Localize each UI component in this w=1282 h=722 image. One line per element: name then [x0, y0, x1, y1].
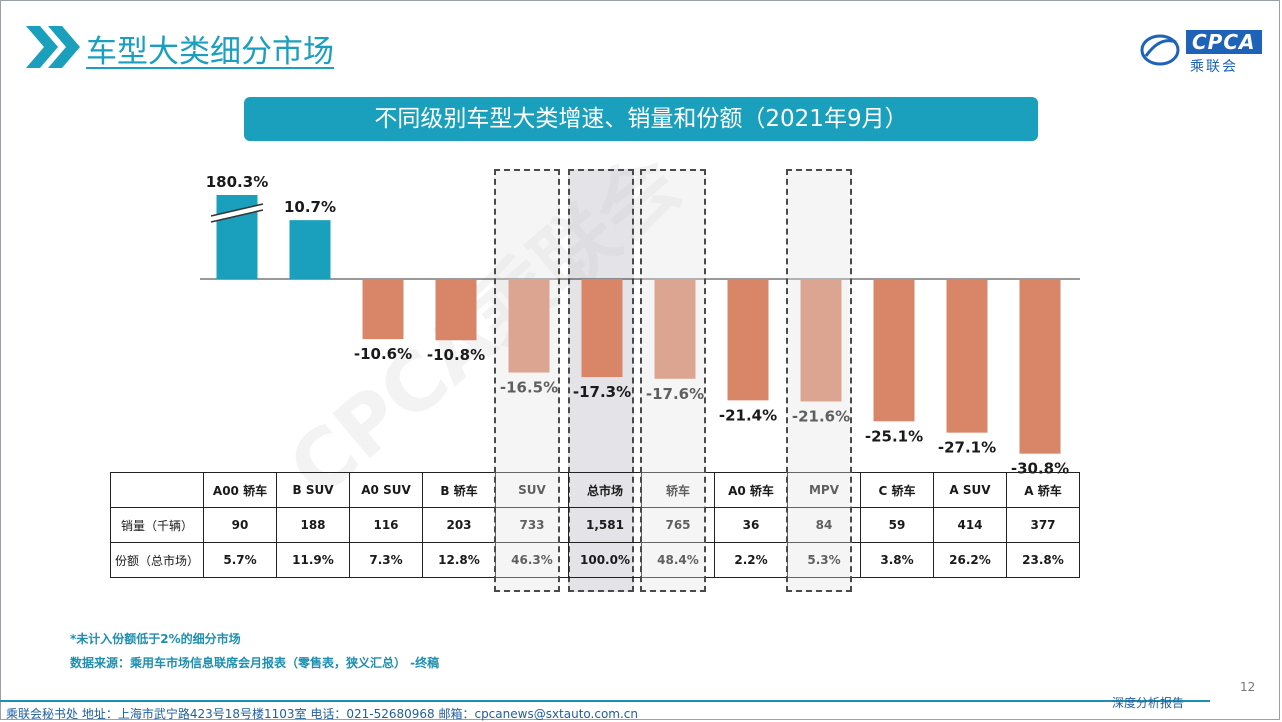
chevron-icon — [26, 26, 80, 68]
table-cell: 377 — [1006, 507, 1080, 543]
table-cell: 203 — [422, 507, 496, 543]
value-label-1: 10.7% — [284, 198, 336, 216]
table-cell: 59 — [860, 507, 934, 543]
value-label-9: -25.1% — [865, 427, 923, 445]
value-label-0: 180.3% — [206, 173, 268, 191]
table-row-sales: 销量（千辆） 90 188 116 203 733 1,581 765 36 84 59 414 377 — [110, 507, 1080, 543]
value-label-6: -17.6% — [646, 385, 704, 403]
logo-name: 乘联会 — [1190, 59, 1238, 75]
bar-8 — [800, 279, 842, 402]
table-cell: 84 — [787, 507, 861, 543]
value-label-7: -21.4% — [719, 406, 777, 424]
table-cell: 12.8% — [422, 542, 496, 578]
value-label-4: -16.5% — [500, 379, 558, 397]
bar-5 — [581, 279, 623, 378]
table-cell: 7.3% — [349, 542, 423, 578]
table-cell: 100.0% — [568, 542, 642, 578]
column-header-3: B 轿车 — [422, 472, 496, 508]
table-cell: 414 — [933, 507, 1007, 543]
logo-brand: CPCA — [1186, 30, 1262, 54]
table-cell: 5.7% — [203, 542, 277, 578]
column-header-1: B SUV — [276, 472, 350, 508]
table-corner-cell — [110, 472, 204, 508]
table-cell: 36 — [714, 507, 788, 543]
highlight-box-6 — [640, 169, 706, 592]
row-label-sales: 销量（千辆） — [110, 507, 204, 543]
highlight-box-4 — [494, 169, 560, 592]
column-header-7: A0 轿车 — [714, 472, 788, 508]
table-cell: 765 — [641, 507, 715, 543]
data-table: A00 轿车 B SUV A0 SUV B 轿车 SUV 总市场 轿车 A0 轿车 MPV C 轿… — [110, 472, 1080, 578]
column-header-5: 总市场 — [568, 472, 642, 508]
value-label-8: -21.6% — [792, 407, 850, 425]
value-label-2: -10.6% — [354, 345, 412, 363]
row-label-share: 份额（总市场） — [110, 542, 204, 578]
footer-divider — [0, 700, 1210, 702]
table-cell: 1,581 — [568, 507, 642, 543]
value-label-3: -10.8% — [427, 346, 485, 364]
table-cell: 5.3% — [787, 542, 861, 578]
table-cell: 26.2% — [933, 542, 1007, 578]
data-source: 数据来源：乘用车市场信息联席会月报表（零售表，狭义汇总） -终稿 — [70, 656, 440, 670]
column-header-11: A 轿车 — [1006, 472, 1080, 508]
table-cell: 90 — [203, 507, 277, 543]
table-cell: 188 — [276, 507, 350, 543]
value-label-5: -17.3% — [573, 383, 631, 401]
table-cell: 3.8% — [860, 542, 934, 578]
table-header-row: A00 轿车 B SUV A0 SUV B 轿车 SUV 总市场 轿车 A0 轿车 MPV C 轿… — [110, 472, 1080, 508]
bar-10 — [946, 279, 988, 433]
table-cell: 23.8% — [1006, 542, 1080, 578]
column-header-2: A0 SUV — [349, 472, 423, 508]
highlight-box-8 — [786, 169, 852, 592]
table-cell: 733 — [495, 507, 569, 543]
page-title: 车型大类细分市场 — [86, 34, 334, 70]
table-row-share: 份额（总市场） 5.7% 11.9% 7.3% 12.8% 46.3% 100.0% 48.4… — [110, 542, 1080, 578]
footnote: *未计入份额低于2%的细分市场 — [70, 632, 241, 646]
table-cell: 11.9% — [276, 542, 350, 578]
bar-chart: 180.3% 10.7% -10.6% -10.8% -16.5% -17.3% -17.6… — [200, 173, 1080, 478]
bar-1 — [289, 220, 331, 279]
page-number: 12 — [1240, 680, 1256, 694]
value-label-10: -27.1% — [938, 439, 996, 457]
bar-3 — [435, 279, 477, 341]
table-cell: 116 — [349, 507, 423, 543]
column-header-0: A00 轿车 — [203, 472, 277, 508]
axis-break-mark — [210, 203, 264, 223]
chart-title: 不同级别车型大类增速、销量和份额（2021年9月） — [244, 97, 1038, 141]
footer-address: 乘联会秘书处 地址：上海市武宁路423号18号楼1103室 电话：021-526… — [6, 707, 639, 721]
cpca-logo-icon — [1140, 34, 1180, 66]
bar-4 — [508, 279, 550, 373]
bar-2 — [362, 279, 404, 340]
column-header-9: C 轿车 — [860, 472, 934, 508]
column-header-10: A SUV — [933, 472, 1007, 508]
bar-7 — [727, 279, 769, 401]
bar-6 — [654, 279, 696, 379]
bar-9 — [873, 279, 915, 422]
column-header-8: MPV — [787, 472, 861, 508]
footer-report-label: 深度分析报告 — [1112, 696, 1185, 710]
table-cell: 2.2% — [714, 542, 788, 578]
bar-11 — [1019, 279, 1061, 454]
